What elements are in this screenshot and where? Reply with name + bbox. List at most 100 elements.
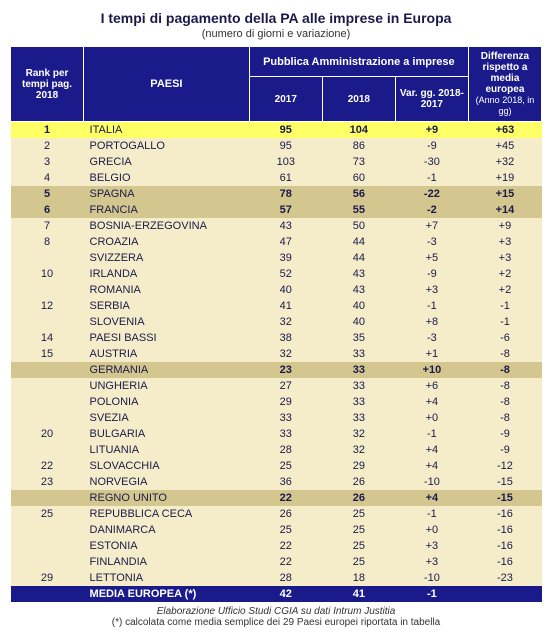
rank-cell: [11, 554, 84, 570]
var-cell: -1: [395, 298, 468, 314]
y2017-cell: 33: [249, 426, 322, 442]
table-row: 12SERBIA4140-1-1: [11, 298, 542, 314]
y2017-cell: 36: [249, 474, 322, 490]
y2017-cell: 40: [249, 282, 322, 298]
country-cell: IRLANDA: [84, 266, 250, 282]
y2018-cell: 32: [322, 426, 395, 442]
header-diff-sub: (Anno 2018, in gg): [476, 95, 535, 116]
table-row: 5SPAGNA7856-22+15: [11, 186, 542, 202]
y2018-cell: 56: [322, 186, 395, 202]
rank-cell: 6: [11, 202, 84, 218]
y2018-cell: 33: [322, 410, 395, 426]
y2018-cell: 33: [322, 362, 395, 378]
y2017-cell: 23: [249, 362, 322, 378]
diff-cell: +3: [468, 234, 541, 250]
var-cell: -1: [395, 170, 468, 186]
y2017-cell: 22: [249, 538, 322, 554]
diff-cell: +2: [468, 282, 541, 298]
country-cell: ITALIA: [84, 122, 250, 139]
rank-cell: 29: [11, 570, 84, 586]
rank-cell: 23: [11, 474, 84, 490]
var-cell: +4: [395, 490, 468, 506]
var-cell: -22: [395, 186, 468, 202]
diff-cell: +32: [468, 154, 541, 170]
diff-cell: -15: [468, 490, 541, 506]
var-cell: +0: [395, 410, 468, 426]
rank-cell: 1: [11, 122, 84, 139]
y2017-cell: 28: [249, 570, 322, 586]
var-cell: -2: [395, 202, 468, 218]
y2018-cell: 33: [322, 394, 395, 410]
rank-cell: 5: [11, 186, 84, 202]
var-cell: +7: [395, 218, 468, 234]
table-row: 7BOSNIA-ERZEGOVINA4350+7+9: [11, 218, 542, 234]
y2018-cell: 29: [322, 458, 395, 474]
y2018-cell: 33: [322, 346, 395, 362]
diff-cell: +63: [468, 122, 541, 139]
country-cell: BOSNIA-ERZEGOVINA: [84, 218, 250, 234]
y2017-cell: 22: [249, 554, 322, 570]
table-row: 1ITALIA95104+9+63: [11, 122, 542, 139]
diff-cell: -16: [468, 506, 541, 522]
table-row: UNGHERIA2733+6-8: [11, 378, 542, 394]
table-row: GERMANIA2333+10-8: [11, 362, 542, 378]
rank-cell: 7: [11, 218, 84, 234]
header-rank: Rank per tempi pag. 2018: [11, 47, 84, 122]
y2018-cell: 25: [322, 538, 395, 554]
var-cell: -10: [395, 570, 468, 586]
rank-cell: 12: [11, 298, 84, 314]
y2017-cell: 47: [249, 234, 322, 250]
country-cell: FINLANDIA: [84, 554, 250, 570]
table-row: 23NORVEGIA3626-10-15: [11, 474, 542, 490]
y2017-cell: 38: [249, 330, 322, 346]
var-cell: +3: [395, 538, 468, 554]
var-cell: -9: [395, 266, 468, 282]
diff-cell: -12: [468, 458, 541, 474]
var-cell: -1: [395, 506, 468, 522]
y2017-cell: 28: [249, 442, 322, 458]
y2018-cell: 25: [322, 554, 395, 570]
diff-cell: -16: [468, 538, 541, 554]
table-row: DANIMARCA2525+0-16: [11, 522, 542, 538]
y2018-cell: 25: [322, 522, 395, 538]
table-row: 20BULGARIA3332-1-9: [11, 426, 542, 442]
y2017-cell: 39: [249, 250, 322, 266]
y2017-cell: 95: [249, 138, 322, 154]
rank-cell: [11, 522, 84, 538]
var-cell: -3: [395, 330, 468, 346]
rank-cell: [11, 378, 84, 394]
country-cell: SERBIA: [84, 298, 250, 314]
page-title: I tempi di pagamento della PA alle impre…: [10, 10, 542, 26]
rank-cell: 8: [11, 234, 84, 250]
header-2017: 2017: [249, 77, 322, 122]
table-row: 2PORTOGALLO9586-9+45: [11, 138, 542, 154]
var-cell: +6: [395, 378, 468, 394]
country-cell: DANIMARCA: [84, 522, 250, 538]
var-cell: -9: [395, 138, 468, 154]
y2018-cell: 43: [322, 266, 395, 282]
y2017-cell: 41: [249, 298, 322, 314]
var-cell: +0: [395, 522, 468, 538]
var-cell: +3: [395, 554, 468, 570]
country-cell: PORTOGALLO: [84, 138, 250, 154]
y2018-cell: 73: [322, 154, 395, 170]
page-subtitle: (numero di giorni e variazione): [10, 28, 542, 40]
y2018-cell: 32: [322, 442, 395, 458]
country-cell: BULGARIA: [84, 426, 250, 442]
y2017-cell: 32: [249, 346, 322, 362]
country-cell: ESTONIA: [84, 538, 250, 554]
diff-cell: -1: [468, 314, 541, 330]
var-cell: -30: [395, 154, 468, 170]
y2017-cell: 26: [249, 506, 322, 522]
header-diff: Differenza rispetto a media europea (Ann…: [468, 47, 541, 122]
var-cell: -3: [395, 234, 468, 250]
diff-cell: -8: [468, 346, 541, 362]
y2017-cell: 57: [249, 202, 322, 218]
y2018-cell: 50: [322, 218, 395, 234]
y2018-cell: 33: [322, 378, 395, 394]
var-cell: -1: [395, 426, 468, 442]
diff-cell: -8: [468, 410, 541, 426]
var-cell: +5: [395, 250, 468, 266]
diff-cell: -8: [468, 378, 541, 394]
diff-cell: -16: [468, 554, 541, 570]
